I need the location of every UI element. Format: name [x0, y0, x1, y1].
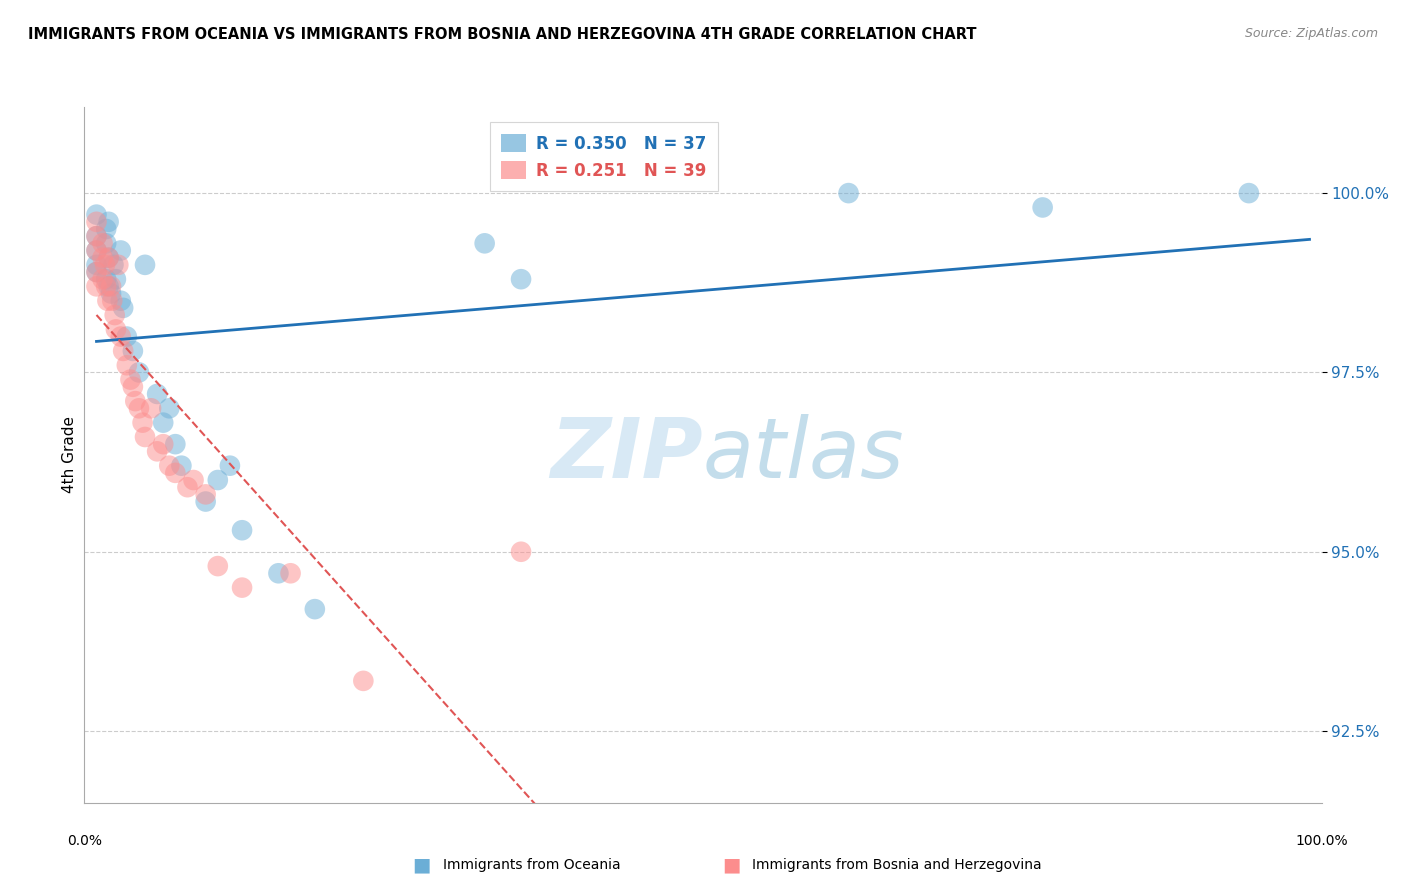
Point [1032, 201, 1054, 215]
Point [474, 236, 496, 251]
Point [510, 272, 533, 286]
Point [100, 279, 122, 293]
Point [231, 523, 253, 537]
Text: 100.0%: 100.0% [1295, 834, 1348, 848]
Point [86, 229, 108, 244]
Point [110, 293, 132, 308]
Point [110, 329, 132, 343]
Point [128, 401, 150, 416]
Point [96, 272, 118, 286]
Y-axis label: 4th Grade: 4th Grade [62, 417, 77, 493]
Point [134, 258, 156, 272]
Text: 0.0%: 0.0% [67, 834, 101, 848]
Text: ZIP: ZIP [550, 415, 703, 495]
Point [115, 329, 138, 343]
Point [96, 222, 118, 236]
Point [124, 394, 146, 409]
Point [139, 401, 162, 416]
Point [304, 602, 326, 616]
Point [120, 373, 142, 387]
Point [104, 308, 127, 322]
Point [838, 186, 860, 200]
Point [86, 265, 108, 279]
Point [94, 258, 117, 272]
Point [100, 286, 122, 301]
Text: Source: ZipAtlas.com: Source: ZipAtlas.com [1244, 27, 1378, 40]
Point [96, 293, 118, 308]
Text: ■: ■ [721, 855, 741, 875]
Point [146, 387, 169, 401]
Point [112, 343, 135, 358]
Point [128, 366, 150, 380]
Point [176, 480, 198, 494]
Point [122, 343, 145, 358]
Text: Immigrants from Bosnia and Herzegovina: Immigrants from Bosnia and Herzegovina [752, 858, 1042, 872]
Point [104, 272, 127, 286]
Point [134, 430, 156, 444]
Point [97, 251, 120, 265]
Text: atlas: atlas [703, 415, 904, 495]
Point [152, 437, 174, 451]
Point [231, 581, 253, 595]
Legend: R = 0.350   N = 37, R = 0.251   N = 39: R = 0.350 N = 37, R = 0.251 N = 39 [489, 122, 718, 191]
Point [131, 416, 153, 430]
Point [157, 458, 180, 473]
Point [219, 458, 242, 473]
Text: ■: ■ [412, 855, 432, 875]
Point [97, 215, 120, 229]
Point [86, 244, 108, 258]
Point [157, 401, 180, 416]
Point [510, 545, 533, 559]
Point [170, 458, 193, 473]
Point [194, 494, 217, 508]
Point [165, 466, 187, 480]
Point [267, 566, 290, 581]
Text: Immigrants from Oceania: Immigrants from Oceania [443, 858, 620, 872]
Point [183, 473, 205, 487]
Point [103, 258, 125, 272]
Point [86, 258, 108, 272]
Point [96, 236, 118, 251]
Point [115, 358, 138, 372]
Point [91, 272, 114, 286]
Point [207, 559, 229, 574]
Point [107, 258, 129, 272]
Point [112, 301, 135, 315]
Point [91, 251, 114, 265]
Point [86, 265, 108, 279]
Point [194, 487, 217, 501]
Point [86, 215, 108, 229]
Point [86, 208, 108, 222]
Point [146, 444, 169, 458]
Point [101, 293, 124, 308]
Point [280, 566, 302, 581]
Point [86, 279, 108, 293]
Point [104, 322, 127, 336]
Point [86, 244, 108, 258]
Point [97, 251, 120, 265]
Point [122, 380, 145, 394]
Point [86, 229, 108, 244]
Point [352, 673, 374, 688]
Text: IMMIGRANTS FROM OCEANIA VS IMMIGRANTS FROM BOSNIA AND HERZEGOVINA 4TH GRADE CORR: IMMIGRANTS FROM OCEANIA VS IMMIGRANTS FR… [28, 27, 977, 42]
Point [110, 244, 132, 258]
Point [91, 236, 114, 251]
Point [96, 279, 118, 293]
Point [165, 437, 187, 451]
Point [152, 416, 174, 430]
Point [97, 279, 120, 293]
Point [1237, 186, 1260, 200]
Point [207, 473, 229, 487]
